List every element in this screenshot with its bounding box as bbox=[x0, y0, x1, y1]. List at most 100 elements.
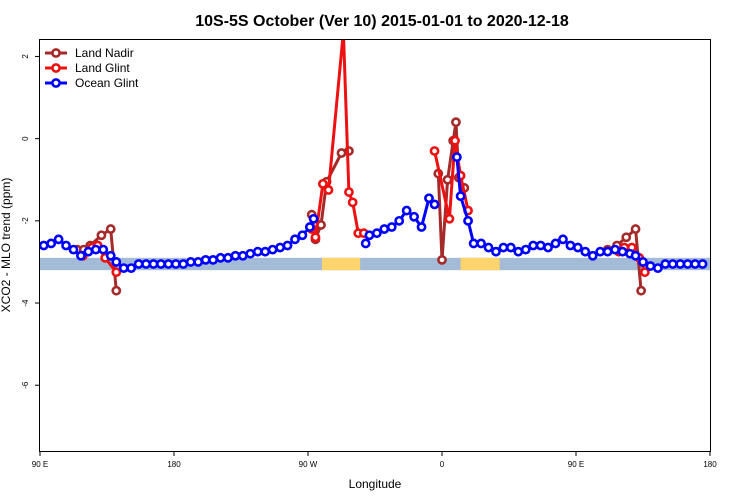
plot-frame bbox=[39, 39, 711, 452]
data-point bbox=[437, 254, 447, 265]
data-point bbox=[40, 240, 49, 251]
data-point bbox=[163, 259, 174, 269]
x-tick-label: 0 bbox=[440, 460, 445, 469]
data-point bbox=[401, 205, 412, 216]
data-point bbox=[424, 193, 434, 204]
legend-item: Land Glint bbox=[45, 61, 130, 75]
data-point bbox=[587, 250, 598, 261]
data-point bbox=[572, 242, 583, 253]
data-point bbox=[46, 238, 57, 249]
data-point bbox=[543, 242, 553, 253]
data-point bbox=[451, 117, 461, 128]
data-point bbox=[105, 224, 116, 234]
legend-label: Ocean Glint bbox=[75, 76, 139, 90]
data-point bbox=[690, 259, 701, 269]
data-point bbox=[344, 187, 354, 197]
data-point bbox=[394, 215, 405, 226]
data-point bbox=[308, 213, 319, 224]
data-point bbox=[528, 240, 539, 251]
x-tick-label: 90 E bbox=[568, 460, 584, 469]
legend-item: Ocean Glint bbox=[45, 76, 139, 90]
data-point bbox=[379, 224, 390, 234]
data-point bbox=[667, 259, 678, 269]
data-point bbox=[360, 238, 371, 249]
data-point bbox=[260, 246, 271, 257]
land-band bbox=[460, 257, 500, 271]
data-point bbox=[558, 234, 568, 245]
data-point bbox=[282, 240, 293, 251]
data-point bbox=[105, 250, 116, 261]
data-point bbox=[442, 174, 453, 185]
series-line bbox=[310, 40, 364, 239]
data-point bbox=[237, 250, 248, 261]
data-point bbox=[675, 259, 686, 269]
data-point bbox=[200, 254, 211, 265]
data-point bbox=[133, 259, 144, 269]
data-point bbox=[483, 242, 494, 253]
data-point bbox=[141, 259, 151, 269]
x-axis: 90 E 180 90 W 0 90 E 180 bbox=[32, 451, 717, 469]
chart-title: 10S-5S October (Ver 10) 2015-01-01 to 20… bbox=[195, 13, 569, 30]
data-point bbox=[630, 250, 641, 261]
y-tick-label: -2 bbox=[21, 217, 30, 225]
data-point bbox=[429, 199, 440, 210]
data-point bbox=[111, 257, 122, 267]
data-point bbox=[565, 240, 576, 251]
data-point bbox=[61, 240, 71, 251]
data-point bbox=[498, 242, 509, 253]
data-point bbox=[682, 259, 693, 269]
data-point bbox=[96, 230, 107, 241]
data-point bbox=[185, 257, 196, 267]
data-point bbox=[68, 244, 79, 255]
data-point bbox=[638, 257, 648, 267]
data-point bbox=[645, 261, 656, 271]
data-point bbox=[245, 248, 256, 259]
data-point bbox=[215, 252, 226, 263]
data-point bbox=[148, 259, 159, 269]
y-tick-label: 2 bbox=[21, 54, 30, 59]
data-point bbox=[310, 232, 321, 243]
data-point bbox=[76, 250, 86, 261]
data-point bbox=[126, 263, 137, 274]
data-point bbox=[297, 230, 308, 241]
data-point bbox=[178, 259, 189, 269]
legend-label: Land Glint bbox=[75, 61, 130, 75]
data-point bbox=[697, 259, 708, 269]
data-point bbox=[347, 197, 358, 208]
data-point bbox=[317, 178, 328, 189]
series-ocean-glint bbox=[40, 152, 708, 274]
data-point bbox=[290, 234, 300, 245]
x-tick-label: 180 bbox=[703, 460, 717, 469]
data-point bbox=[111, 267, 122, 278]
y-axis-label: XCO2 - MLO trend (ppm) bbox=[0, 178, 13, 313]
x-tick-label: 90 W bbox=[299, 460, 318, 469]
data-point bbox=[429, 146, 440, 156]
data-point bbox=[323, 185, 334, 195]
legend-item: Land Nadir bbox=[45, 46, 134, 60]
series-layer bbox=[40, 40, 708, 296]
data-point bbox=[416, 222, 427, 232]
data-point bbox=[304, 222, 315, 232]
data-point bbox=[409, 211, 419, 222]
y-axis: 2 0 -2 -4 -6 bbox=[21, 54, 40, 389]
data-point bbox=[267, 244, 278, 255]
data-point bbox=[275, 242, 285, 253]
x-tick-label: 90 E bbox=[32, 460, 48, 469]
data-point bbox=[468, 238, 479, 249]
x-axis-label: Longitude bbox=[349, 477, 402, 491]
data-point bbox=[455, 191, 466, 202]
data-point bbox=[371, 228, 382, 239]
data-point bbox=[617, 246, 628, 257]
data-point bbox=[660, 259, 671, 269]
legend-label: Land Nadir bbox=[75, 46, 134, 60]
data-point bbox=[444, 213, 455, 224]
data-point bbox=[636, 285, 647, 296]
data-point bbox=[610, 244, 620, 255]
data-point bbox=[602, 246, 613, 257]
data-point bbox=[451, 152, 462, 163]
data-point bbox=[98, 244, 109, 255]
data-point bbox=[336, 148, 347, 158]
data-point bbox=[476, 238, 486, 249]
